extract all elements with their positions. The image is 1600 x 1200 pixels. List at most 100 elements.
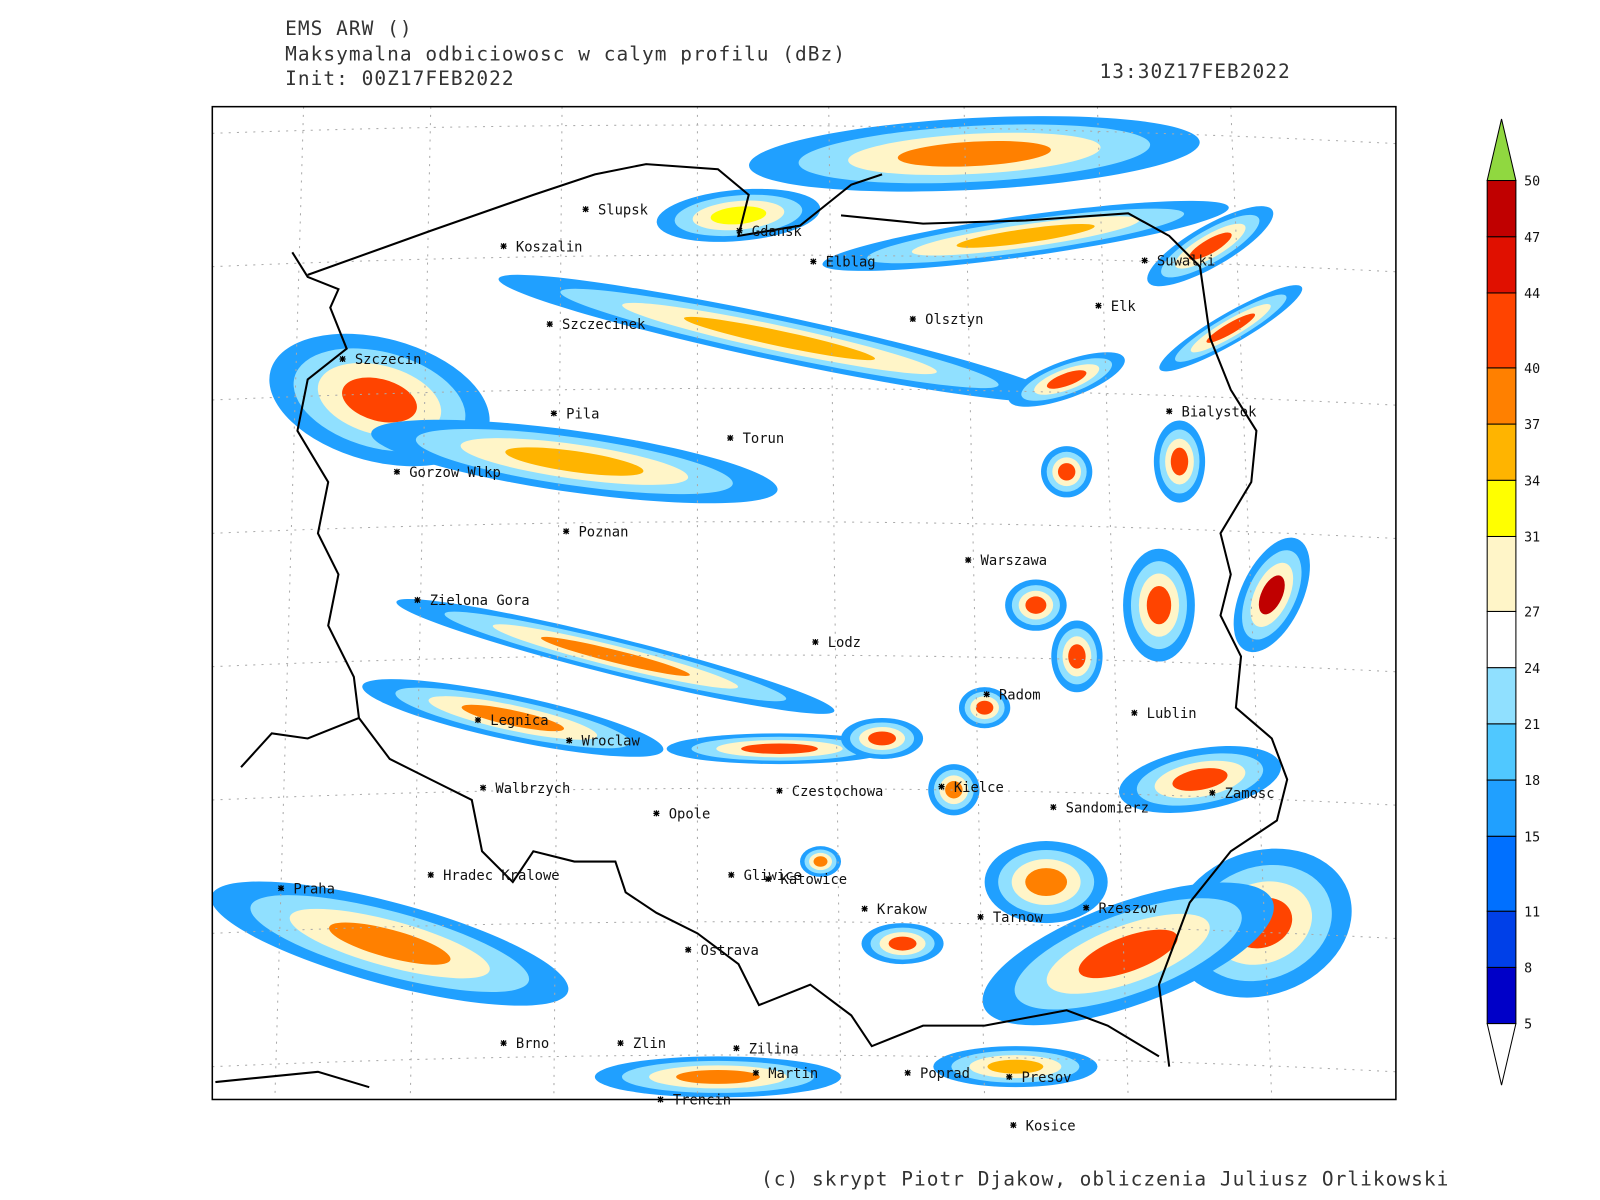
city-marker xyxy=(427,871,434,878)
city-marker xyxy=(1006,1073,1013,1080)
city-label: Krakow xyxy=(877,902,928,918)
city-marker xyxy=(977,913,984,920)
echo xyxy=(540,636,690,676)
echo xyxy=(741,743,818,754)
city-marker xyxy=(861,905,868,912)
city-label: Legnica xyxy=(490,713,548,729)
colorbar-label: 18 xyxy=(1524,774,1540,789)
city-marker xyxy=(393,468,400,475)
city-marker xyxy=(733,1045,740,1052)
echo xyxy=(987,1059,1044,1074)
echo xyxy=(710,206,767,225)
city-marker xyxy=(582,206,589,213)
field-title: Maksymalna odbiciowosc w calym profilu (… xyxy=(285,43,846,66)
city-label: Poprad xyxy=(920,1066,970,1082)
city-marker xyxy=(1083,904,1090,911)
colorbar-segment xyxy=(1486,423,1517,481)
colorbar-under xyxy=(1486,1023,1517,1086)
colorbar-label: 50 xyxy=(1524,175,1540,190)
echo xyxy=(1078,929,1178,979)
colorbar-label: 8 xyxy=(1524,962,1532,977)
city-label: Gliwice xyxy=(744,868,802,884)
echo xyxy=(1146,585,1172,625)
city-marker xyxy=(563,528,570,535)
colorbar-segment xyxy=(1486,779,1517,837)
colorbar-label: 34 xyxy=(1524,474,1540,489)
colorbar-segment xyxy=(1486,535,1517,612)
city-label: Martin xyxy=(768,1066,818,1082)
echo xyxy=(956,223,1095,248)
city-marker xyxy=(500,1040,507,1047)
borders xyxy=(215,163,1289,1089)
echo xyxy=(1046,370,1087,389)
city-marker xyxy=(983,691,990,698)
city-marker xyxy=(1131,709,1138,716)
echo xyxy=(1025,596,1047,614)
city-label: Lodz xyxy=(828,635,861,651)
city-marker xyxy=(277,885,285,892)
city-marker xyxy=(479,784,487,791)
city-marker xyxy=(500,243,507,250)
city-label: Tarnow xyxy=(993,910,1044,926)
colorbar-segment xyxy=(1486,367,1517,425)
colorbar-label: 37 xyxy=(1524,418,1540,433)
city-label: Walbrzych xyxy=(495,781,570,797)
colorbar-label: 47 xyxy=(1524,231,1540,246)
border-south xyxy=(358,717,1160,1058)
city-label: Brno xyxy=(516,1036,549,1052)
colorbar-label: 15 xyxy=(1524,830,1540,845)
colorbar-label: 11 xyxy=(1524,905,1540,920)
city-label: Slupsk xyxy=(598,202,649,218)
city-label: Szczecin xyxy=(355,352,422,368)
city-label: Lublin xyxy=(1147,706,1197,722)
colorbar-segment xyxy=(1486,479,1517,537)
reflectivity-field xyxy=(212,116,1352,1098)
echo xyxy=(1206,313,1256,343)
city-label: Szczecinek xyxy=(562,317,646,333)
city-label: Suwalki xyxy=(1157,254,1215,270)
city-marker xyxy=(752,1069,759,1076)
city-label: Gorzow Wlkp xyxy=(409,465,501,481)
echo xyxy=(1170,447,1189,476)
city-marker xyxy=(474,716,482,724)
city-label: Ostrava xyxy=(701,943,759,959)
city-marker xyxy=(414,596,421,604)
city-label: Pila xyxy=(566,406,599,422)
valid-time: 13:30Z17FEB2022 xyxy=(1099,60,1290,83)
city-marker xyxy=(1209,789,1216,796)
city-marker xyxy=(339,355,346,363)
colorbar-label: 27 xyxy=(1524,606,1540,621)
city-label: Wroclaw xyxy=(582,734,641,750)
city-marker xyxy=(727,434,734,442)
city-label: Kosice xyxy=(1026,1118,1076,1134)
city-label: Hradec Kralowe xyxy=(443,868,560,884)
city-label: Presov xyxy=(1022,1070,1072,1086)
map-frame xyxy=(211,105,1397,1101)
colorbar-segment xyxy=(1486,236,1517,294)
colorbar-segment xyxy=(1486,180,1517,238)
city-marker xyxy=(765,875,772,883)
city-marker xyxy=(728,871,735,878)
city-label: Poznan xyxy=(578,524,628,540)
echo xyxy=(813,856,828,867)
colorbar-segment xyxy=(1486,667,1517,725)
echo xyxy=(945,781,963,799)
city-marker xyxy=(546,321,553,328)
city-marker xyxy=(653,810,660,817)
city-label: Koszalin xyxy=(516,239,583,255)
border-west xyxy=(240,251,361,768)
echo xyxy=(329,922,451,965)
colorbar-segment xyxy=(1486,910,1517,968)
colorbar-label: 24 xyxy=(1524,662,1540,677)
echo xyxy=(1025,868,1068,897)
city-marker xyxy=(1095,302,1102,309)
city-marker xyxy=(550,410,557,417)
init-time: Init: 00Z17FEB2022 xyxy=(285,67,514,90)
city-label: Zlin xyxy=(633,1036,666,1052)
city-label: Zamosc xyxy=(1225,786,1275,802)
city-label: Olsztyn xyxy=(925,312,983,328)
colorbar-segment xyxy=(1486,835,1517,912)
city-marker xyxy=(1166,408,1173,415)
echo xyxy=(1258,575,1285,615)
